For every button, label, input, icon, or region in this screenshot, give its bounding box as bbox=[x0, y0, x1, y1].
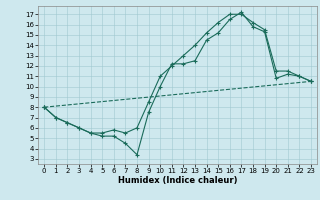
X-axis label: Humidex (Indice chaleur): Humidex (Indice chaleur) bbox=[118, 176, 237, 185]
